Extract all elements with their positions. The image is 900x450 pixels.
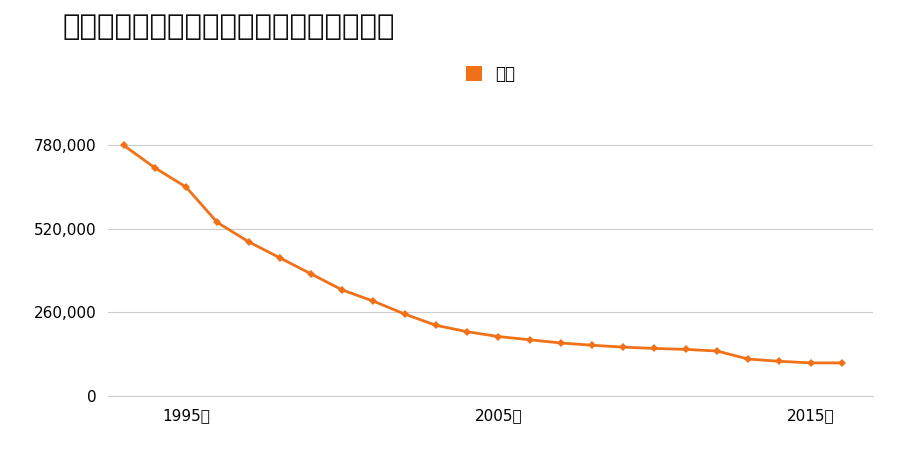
Legend: 価格: 価格 [459,59,522,90]
Text: 石川県金沢市野町１丁目４番外の地価推移: 石川県金沢市野町１丁目４番外の地価推移 [63,14,395,41]
